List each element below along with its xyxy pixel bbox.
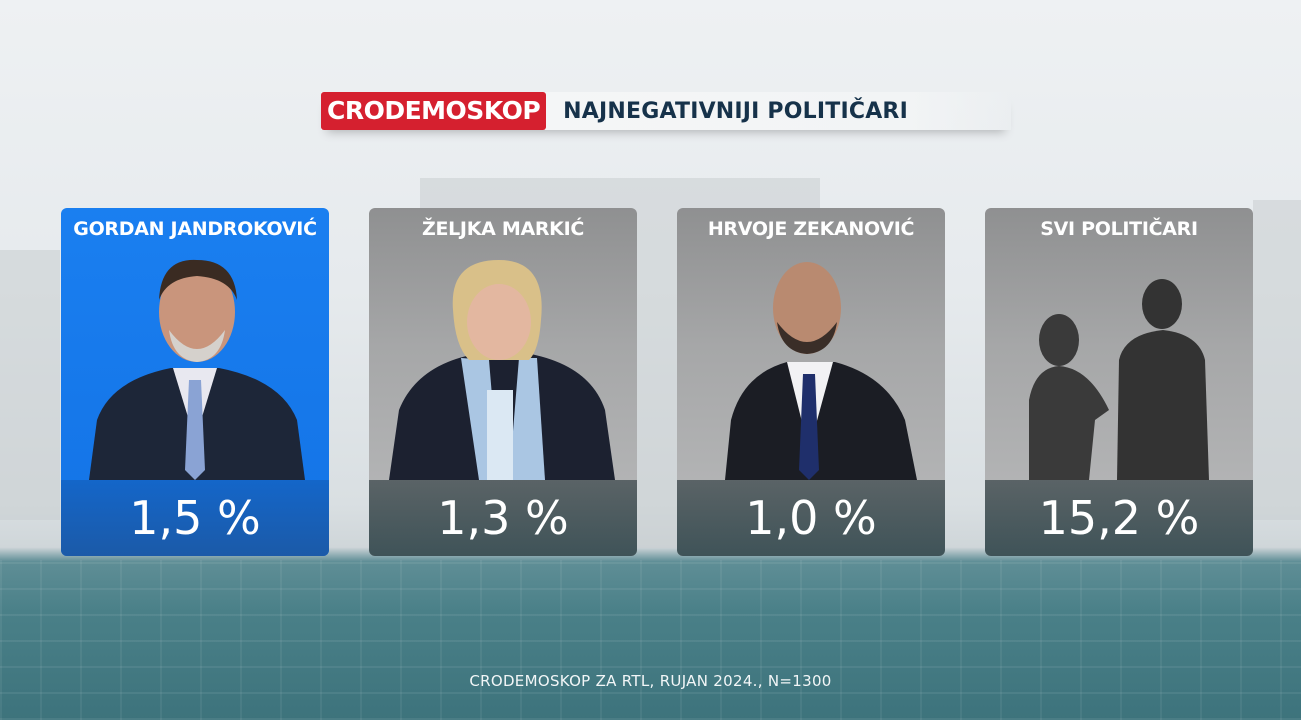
politician-photo — [89, 259, 305, 480]
politician-name: ŽELJKA MARKIĆ — [421, 218, 585, 240]
percentage-value: 1,5 % — [61, 480, 329, 556]
politician-name: GORDAN JANDROKOVIĆ — [73, 218, 317, 240]
source-footer: CRODEMOSKOP ZA RTL, RUJAN 2024., N=1300 — [469, 672, 832, 690]
page-title: NAJNEGATIVNIJI POLITIČARI — [563, 98, 908, 124]
title-bar: CRODEMOSKOP NAJNEGATIVNIJI POLITIČARI — [321, 92, 1011, 130]
background-pavement — [0, 560, 1301, 720]
politician-name: HRVOJE ZEKANOVIĆ — [707, 218, 915, 240]
politician-card: HRVOJE ZEKANOVIĆ 1,0 % — [677, 208, 945, 556]
percentage-value: 1,3 % — [369, 480, 637, 556]
politician-card: SVI POLITIČARI 15,2 % — [985, 208, 1253, 556]
politician-card: ŽELJKA MARKIĆ 1,3 % — [369, 208, 637, 556]
background-building — [1253, 200, 1301, 520]
politician-name: SVI POLITIČARI — [1040, 218, 1198, 240]
percentage-value: 1,0 % — [677, 480, 945, 556]
politician-photo — [725, 262, 917, 480]
background-building — [0, 250, 60, 520]
politician-card: GORDAN JANDROKOVIĆ 1,5 % — [61, 208, 329, 556]
politician-photo — [389, 260, 615, 480]
percentage-value: 15,2 % — [985, 480, 1253, 556]
silhouette-icon — [1029, 279, 1209, 480]
brand-logo: CRODEMOSKOP — [321, 92, 547, 130]
